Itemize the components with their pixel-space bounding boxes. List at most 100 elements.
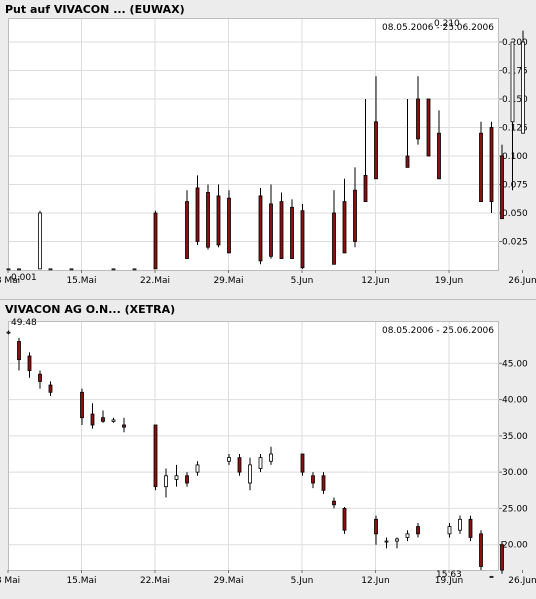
candle	[353, 167, 357, 248]
y-tick-label: 0.100	[502, 152, 528, 162]
x-tick-label: 26.Jun	[508, 276, 536, 286]
candle	[500, 144, 504, 220]
candle-body-up	[258, 457, 263, 469]
candle-body-down	[27, 355, 32, 371]
candle-body-down	[185, 475, 189, 484]
candle-body-down	[206, 192, 210, 248]
candle	[195, 461, 200, 476]
candle	[447, 522, 452, 538]
candle-body-down	[17, 341, 21, 361]
candle-body-down	[48, 384, 53, 393]
min-value-label: 0.001	[11, 273, 37, 283]
candle	[111, 268, 116, 271]
candle-body-down	[122, 424, 126, 428]
y-tick-label: 0.200	[502, 38, 528, 48]
candle	[479, 121, 483, 202]
candle-body-down	[153, 424, 158, 488]
candle	[48, 381, 53, 396]
candle-body-down	[332, 212, 336, 265]
candle	[153, 424, 158, 491]
candle	[384, 537, 389, 549]
candle	[332, 497, 336, 509]
y-tick-label: 0.075	[502, 181, 528, 191]
candle	[6, 330, 11, 335]
y-tick-label: 45.00	[502, 359, 528, 369]
candle-body-down	[279, 201, 284, 260]
candle	[468, 515, 473, 542]
candle	[458, 515, 462, 534]
y-tick-label: 0.125	[502, 124, 528, 134]
put-chart-panel: Put auf VIVACON ... (EUWAX) 08.05.2006 -…	[0, 3, 536, 286]
candle-body-up	[227, 457, 231, 462]
candle-body-up	[6, 331, 11, 334]
panel-divider	[0, 299, 536, 300]
y-tick-label: 35.00	[502, 432, 528, 442]
candle	[48, 268, 53, 271]
candle-body-up	[174, 475, 179, 480]
candle	[122, 417, 126, 433]
candle-body-down	[405, 155, 410, 168]
candle-body-down	[353, 189, 357, 242]
candle	[101, 410, 105, 423]
candlestick-chart: 8 Mai 15.Mai 22.Mai 29.Mai 5.Jun 12.Jun 19.Jun…	[0, 19, 536, 286]
candle	[500, 541, 504, 574]
candle	[374, 515, 378, 545]
candle	[342, 178, 347, 254]
candle-body-up	[132, 268, 137, 271]
candle	[279, 192, 284, 260]
candle	[153, 210, 158, 270]
candlestick-chart: 8 Mai 15.Mai 22.Mai 29.Mai 5.Jun 12.Jun 19.Jun…	[0, 318, 536, 586]
candle	[174, 464, 179, 487]
candle	[437, 110, 441, 180]
candle-body-down	[195, 187, 200, 242]
candle-body-up	[447, 526, 452, 535]
candle-body-down	[311, 475, 315, 484]
chart-title: VIVACON AG O.N... (XETRA)	[5, 303, 176, 316]
candle	[416, 76, 420, 145]
candle	[132, 268, 137, 271]
candle-body-down	[38, 373, 42, 382]
candle	[258, 454, 263, 473]
y-tick-label: 30.00	[502, 468, 528, 478]
x-tick-label: 29.Mai	[213, 576, 243, 586]
candle-body-down	[300, 453, 305, 473]
candle-body-down	[416, 98, 420, 140]
candle-body-down	[374, 121, 378, 180]
max-value-label: 0.210	[434, 19, 460, 29]
candle-body-up	[17, 268, 21, 271]
candle-body-down	[185, 201, 189, 260]
x-tick-label: 8 Mai	[0, 576, 20, 586]
candle-body-down	[437, 132, 441, 180]
x-tick-label: 12.Jun	[361, 276, 389, 286]
x-tick-label: 26.Jun	[508, 576, 536, 586]
x-tick-label: 29.Mai	[213, 276, 243, 286]
y-tick-label: 40.00	[502, 396, 528, 406]
candle-body-down	[500, 155, 504, 220]
plot-area: 08.05.2006 - 25.06.2006	[8, 18, 499, 271]
candle	[521, 30, 525, 134]
candle-body-down	[479, 533, 483, 567]
x-tick-label: 15.Mai	[66, 576, 96, 586]
candle-body-up	[458, 518, 462, 531]
candle	[185, 190, 189, 260]
candle-body-up	[521, 41, 525, 134]
candle	[80, 388, 84, 425]
x-tick-label: 15.Mai	[66, 276, 96, 286]
candle-body-down	[300, 210, 305, 269]
candle	[206, 184, 210, 250]
max-value-label: 49.48	[11, 318, 37, 328]
candle-body-down	[321, 475, 326, 491]
candle-body-up	[69, 268, 74, 271]
candle	[195, 175, 200, 245]
candle-body-down	[342, 508, 347, 531]
candle-body-down	[489, 127, 494, 202]
candle-body-up	[384, 540, 389, 543]
candle-body-down	[416, 526, 420, 535]
x-tick-label: 19.Jun	[435, 276, 463, 286]
x-tick-label: 22.Mai	[140, 276, 170, 286]
candle	[227, 190, 231, 254]
candle-body-up	[111, 419, 116, 422]
y-tick-label: 20.00	[502, 541, 528, 551]
candle-body-up	[395, 538, 399, 542]
candle	[342, 506, 347, 534]
